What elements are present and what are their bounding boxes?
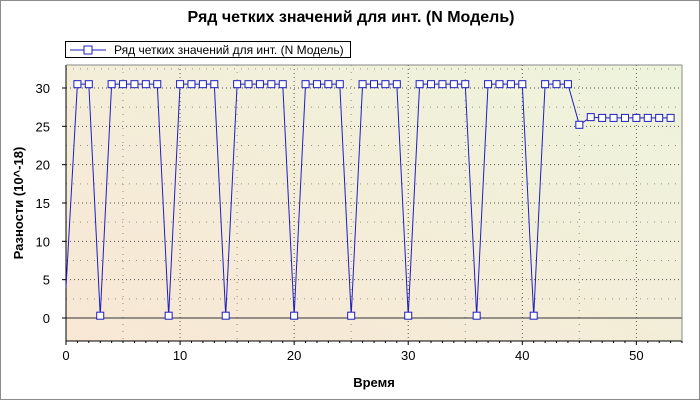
x-tick-label: 20 <box>287 348 301 363</box>
data-point <box>119 80 128 89</box>
data-point <box>267 80 276 89</box>
y-tick-label: 0 <box>43 311 50 326</box>
data-point <box>427 80 436 89</box>
legend-square-marker-icon <box>83 45 93 54</box>
data-point <box>335 80 344 89</box>
legend-label: Ряд четких значений для инт. (N Модель) <box>114 42 344 57</box>
data-point <box>529 311 538 320</box>
data-point <box>187 80 196 89</box>
data-point <box>632 113 641 122</box>
chart-title: Ряд четких значений для инт. (N Модель) <box>187 9 515 26</box>
data-point <box>141 80 150 89</box>
data-point <box>415 80 424 89</box>
y-tick-label: 20 <box>36 158 50 173</box>
y-tick-label: 5 <box>43 273 50 288</box>
y-axis-title: Разности (10^-18) <box>11 147 26 260</box>
data-point <box>84 80 93 89</box>
data-point <box>392 80 401 89</box>
data-point <box>347 311 356 320</box>
data-point <box>73 80 82 89</box>
y-tick-label: 15 <box>36 196 50 211</box>
data-point <box>198 80 207 89</box>
data-point <box>472 311 481 320</box>
y-tick-label: 25 <box>36 119 50 134</box>
data-point <box>96 311 105 320</box>
data-point <box>552 80 561 89</box>
data-point <box>290 311 299 320</box>
data-point <box>563 80 572 89</box>
data-point <box>541 80 550 89</box>
y-tick-label: 10 <box>36 234 50 249</box>
data-point <box>278 80 287 89</box>
data-point <box>107 80 116 89</box>
data-point <box>666 113 675 122</box>
data-point <box>461 80 470 89</box>
data-point <box>655 113 664 122</box>
data-point <box>575 120 584 129</box>
data-point <box>506 80 515 89</box>
data-point <box>598 113 607 122</box>
series-line <box>65 83 671 316</box>
data-point <box>244 80 253 89</box>
data-point <box>324 80 333 89</box>
data-point <box>370 80 378 89</box>
data-point <box>495 80 504 89</box>
data-point <box>130 80 139 89</box>
data-point <box>153 80 162 89</box>
data-point <box>438 80 447 89</box>
data-point <box>449 80 458 89</box>
data-point <box>381 80 390 89</box>
data-point <box>620 113 629 122</box>
data-point <box>609 113 618 122</box>
data-point <box>255 80 264 89</box>
data-point <box>221 311 230 320</box>
x-tick-label: 30 <box>401 348 415 363</box>
y-tick-label: 30 <box>36 81 50 96</box>
legend: Ряд четких значений для инт. (N Модель) <box>65 41 351 58</box>
legend-line-swatch <box>70 45 106 54</box>
data-point <box>643 113 652 122</box>
x-tick-label: 10 <box>173 348 187 363</box>
data-point <box>586 113 595 122</box>
x-tick-label: 40 <box>515 348 529 363</box>
data-point <box>518 80 527 89</box>
data-point <box>164 311 173 320</box>
data-point <box>312 80 321 89</box>
data-point <box>301 80 310 89</box>
data-point <box>233 80 242 89</box>
tick-labels: 0 10 20 30 40 50 0 5 10 15 20 25 30 <box>36 81 683 363</box>
data-point <box>176 80 185 89</box>
x-tick-label: 0 <box>62 348 69 363</box>
data-point <box>358 80 367 89</box>
data-point <box>404 311 413 320</box>
series-line-0 <box>65 83 671 316</box>
data-point <box>210 80 219 89</box>
x-axis-title: Время <box>353 375 395 390</box>
series-markers <box>73 80 675 320</box>
x-tick-label: 50 <box>629 348 643 363</box>
data-point <box>484 80 493 89</box>
